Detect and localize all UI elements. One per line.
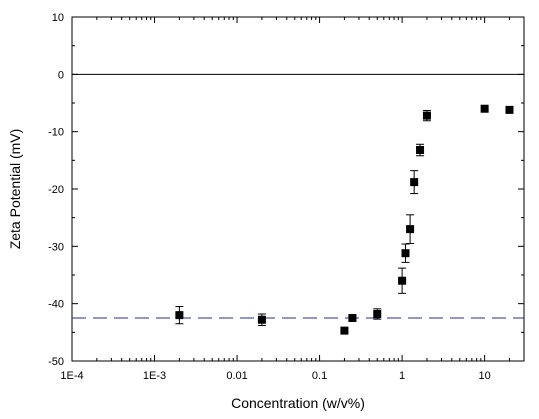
data-point [406,225,415,234]
data-point [175,311,184,320]
y-tick-label: -10 [48,127,64,139]
data-point [505,105,514,114]
data-point [340,326,349,335]
y-tick-label: -30 [48,241,64,253]
y-tick-label: 0 [58,69,64,81]
y-tick-label: -40 [48,299,64,311]
x-tick-label: 0.01 [226,370,247,382]
x-tick-label: 10 [479,370,491,382]
data-point [257,315,266,324]
y-tick-label: -50 [48,356,64,368]
y-tick-label: 10 [52,12,64,24]
x-tick-label: 1E-4 [60,370,83,382]
plot-frame [71,16,525,362]
data-point [416,146,425,155]
data-point [348,314,357,322]
x-tick-label: 1E-3 [143,370,166,382]
x-tick-label: 0.1 [312,370,327,382]
data-point [401,249,410,258]
data-point [422,111,431,120]
data-point [480,104,489,113]
data-point [410,178,419,187]
y-axis-label: Zeta Potential (mV) [7,129,23,250]
x-axis-label: Concentration (w/v%) [231,395,365,411]
data-point [373,309,382,318]
x-tick-label: 1 [399,370,405,382]
y-tick-label: -20 [48,184,64,196]
data-point [398,276,407,285]
